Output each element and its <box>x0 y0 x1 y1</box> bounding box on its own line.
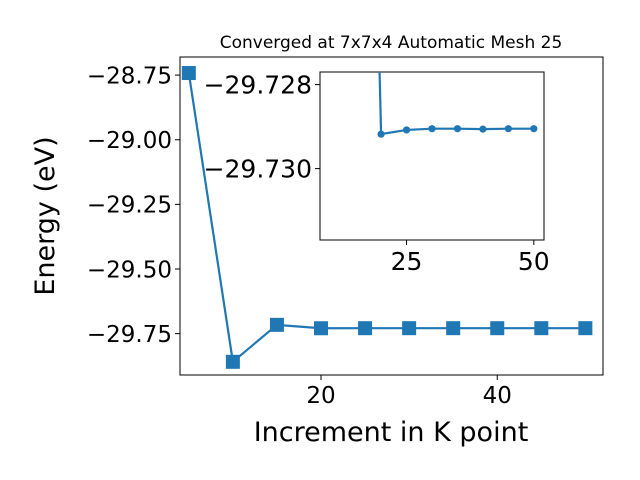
main-x-tick-label: 20 <box>306 383 335 409</box>
inset-x-tick-label: 25 <box>391 247 423 276</box>
main-y-tick-label: −29.00 <box>87 128 172 154</box>
main-y-ticks: −28.75 −29.00 −29.25 −29.50 −29.75 <box>87 63 180 348</box>
main-plot-frame <box>179 56 604 376</box>
inset-data-point <box>479 125 487 133</box>
main-data-point <box>269 317 284 332</box>
inset-plot: 25 50 −29.730 −29.728 <box>204 71 550 276</box>
inset-y-tick-label: −29.730 <box>204 155 312 184</box>
main-data-point <box>578 321 593 336</box>
main-x-ticks: 20 40 <box>306 375 512 409</box>
inset-series <box>377 71 538 138</box>
inset-y-ticks: −29.730 −29.728 <box>204 71 320 184</box>
main-data-point <box>358 321 373 336</box>
x-axis-label: Increment in K point <box>254 417 529 448</box>
inset-data-point <box>504 125 512 133</box>
main-y-tick-label: −29.75 <box>87 322 172 348</box>
main-data-point <box>446 321 461 336</box>
inset-x-ticks: 25 50 <box>391 240 550 276</box>
inset-data-point <box>402 126 411 134</box>
chart-title: Converged at 7x7x4 Automatic Mesh 25 <box>220 33 563 53</box>
main-y-tick-label: −29.25 <box>87 193 172 219</box>
main-data-point <box>181 66 196 81</box>
main-series-line <box>187 72 586 364</box>
main-data-point <box>490 321 505 336</box>
main-series <box>181 66 593 369</box>
main-plot: Converged at 7x7x4 Automatic Mesh 25 20 4… <box>30 33 604 448</box>
inset-y-tick-label: −29.728 <box>204 71 312 100</box>
main-data-point <box>314 321 328 336</box>
inset-frame <box>319 71 545 241</box>
inset-x-tick-label: 50 <box>518 247 550 276</box>
inset-data-point <box>428 125 436 133</box>
inset-data-point <box>530 125 538 133</box>
main-y-tick-label: −29.50 <box>87 257 172 283</box>
y-axis-label: Energy (eV) <box>30 136 61 295</box>
main-data-point <box>225 354 240 369</box>
main-data-point <box>402 321 417 336</box>
main-x-tick-label: 40 <box>483 383 512 409</box>
inset-series-line <box>378 71 534 136</box>
main-y-tick-label: −28.75 <box>87 63 172 89</box>
inset-data-point <box>377 130 385 138</box>
main-data-point <box>534 321 549 336</box>
inset-data-point <box>453 125 462 133</box>
